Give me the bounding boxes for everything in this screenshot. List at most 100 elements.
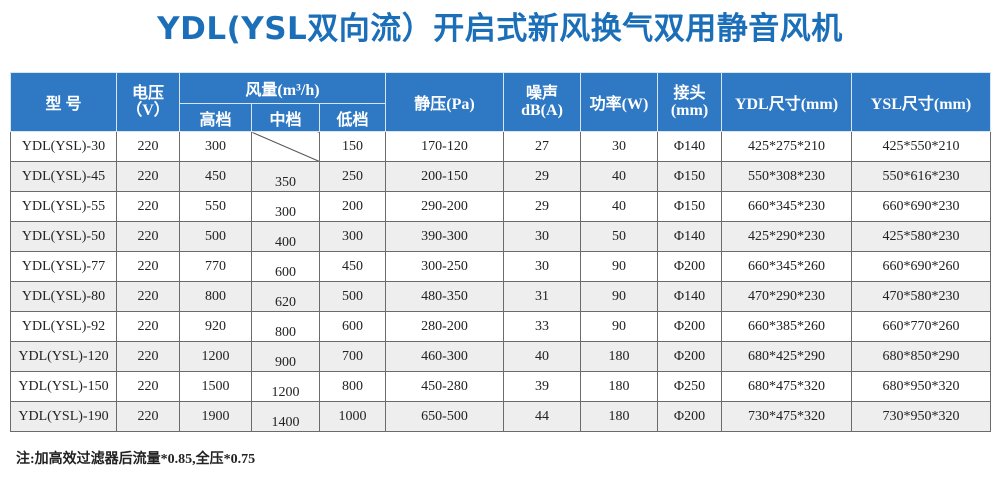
low-airflow-cell: 300	[319, 221, 386, 252]
low-airflow-cell: 700	[319, 341, 386, 372]
medium-airflow-cell	[251, 131, 320, 162]
header-noise: 噪声 dB(A)	[503, 72, 581, 132]
table-row: YDL(YSL)-77 220 770 600 450 300-250 30 90 Φ200 66…	[10, 251, 991, 282]
power-cell: 50	[580, 221, 658, 252]
static-pressure-cell: 300-250	[385, 251, 504, 282]
static-pressure-cell: 200-150	[385, 161, 504, 192]
ysl-size-cell: 680*950*320	[851, 371, 991, 402]
ysl-size-cell: 660*690*260	[851, 251, 991, 282]
static-pressure-cell: 280-200	[385, 311, 504, 342]
high-airflow-cell: 770	[179, 251, 252, 282]
joint-cell: Φ140	[657, 281, 722, 312]
high-airflow-cell: 1500	[179, 371, 252, 402]
model-cell: YDL(YSL)-92	[10, 311, 117, 342]
noise-cell: 29	[503, 161, 581, 192]
table-body: YDL(YSL)-30 220 300 150 170-120 27 30 Φ140 425*2…	[10, 131, 991, 432]
medium-airflow-cell: 620	[251, 281, 320, 312]
ydl-size-cell: 660*345*260	[721, 251, 852, 282]
ysl-size-cell: 550*616*230	[851, 161, 991, 192]
power-cell: 30	[580, 131, 658, 162]
model-cell: YDL(YSL)-120	[10, 341, 117, 372]
power-cell: 90	[580, 281, 658, 312]
low-airflow-cell: 150	[319, 131, 386, 162]
medium-airflow-cell: 300	[251, 191, 320, 222]
table-row: YDL(YSL)-30 220 300 150 170-120 27 30 Φ140 425*2…	[10, 131, 991, 162]
joint-cell: Φ140	[657, 221, 722, 252]
header-airflow: 风量(m³/h)	[179, 72, 386, 104]
voltage-cell: 220	[116, 281, 180, 312]
joint-cell: Φ200	[657, 251, 722, 282]
medium-airflow-cell: 1200	[251, 371, 320, 402]
model-cell: YDL(YSL)-30	[10, 131, 117, 162]
table-row: YDL(YSL)-120 220 1200 900 700 460-300 40 180 Φ20…	[10, 341, 991, 372]
header-model: 型 号	[10, 72, 117, 132]
voltage-cell: 220	[116, 191, 180, 222]
joint-cell: Φ150	[657, 191, 722, 222]
model-cell: YDL(YSL)-150	[10, 371, 117, 402]
noise-cell: 44	[503, 401, 581, 432]
noise-cell: 31	[503, 281, 581, 312]
spec-table: 型 号 电压 （V） 风量(m³/h) 静压(Pa) 噪声 dB(A) 功率(W…	[10, 72, 991, 432]
static-pressure-cell: 650-500	[385, 401, 504, 432]
high-airflow-cell: 800	[179, 281, 252, 312]
power-cell: 180	[580, 401, 658, 432]
static-pressure-cell: 390-300	[385, 221, 504, 252]
noise-cell: 33	[503, 311, 581, 342]
medium-airflow-cell: 900	[251, 341, 320, 372]
medium-airflow-cell: 1400	[251, 401, 320, 432]
header-static-pressure: 静压(Pa)	[385, 72, 504, 132]
power-cell: 180	[580, 371, 658, 402]
static-pressure-cell: 460-300	[385, 341, 504, 372]
noise-cell: 30	[503, 251, 581, 282]
header-power: 功率(W)	[580, 72, 658, 132]
low-airflow-cell: 250	[319, 161, 386, 192]
table-row: YDL(YSL)-45 220 450 350 250 200-150 29 40 Φ150 55…	[10, 161, 991, 192]
header-low: 低档	[319, 103, 386, 132]
table-row: YDL(YSL)-92 220 920 800 600 280-200 33 90 Φ200 66…	[10, 311, 991, 342]
static-pressure-cell: 480-350	[385, 281, 504, 312]
voltage-cell: 220	[116, 311, 180, 342]
header-high: 高档	[179, 103, 252, 132]
ysl-size-cell: 425*550*210	[851, 131, 991, 162]
table-row: YDL(YSL)-50 220 500 400 300 390-300 30 50 Φ140 42…	[10, 221, 991, 252]
header-voltage-text: 电压 （V）	[126, 85, 170, 119]
voltage-cell: 220	[116, 131, 180, 162]
high-airflow-cell: 1900	[179, 401, 252, 432]
joint-cell: Φ200	[657, 401, 722, 432]
header-ydl-size: YDL尺寸(mm)	[721, 72, 852, 132]
high-airflow-cell: 550	[179, 191, 252, 222]
ydl-size-cell: 425*290*230	[721, 221, 852, 252]
power-cell: 180	[580, 341, 658, 372]
ydl-size-cell: 680*475*320	[721, 371, 852, 402]
power-cell: 40	[580, 161, 658, 192]
table-row: YDL(YSL)-190 220 1900 1400 1000 650-500 44 180 Φ…	[10, 401, 991, 432]
voltage-cell: 220	[116, 161, 180, 192]
table-row: YDL(YSL)-55 220 550 300 200 290-200 29 40 Φ150 66…	[10, 191, 991, 222]
noise-cell: 39	[503, 371, 581, 402]
power-cell: 90	[580, 311, 658, 342]
noise-cell: 29	[503, 191, 581, 222]
model-cell: YDL(YSL)-50	[10, 221, 117, 252]
model-cell: YDL(YSL)-190	[10, 401, 117, 432]
header-joint: 接头 (mm)	[657, 72, 722, 132]
low-airflow-cell: 1000	[319, 401, 386, 432]
header-voltage: 电压 （V）	[116, 72, 180, 132]
ydl-size-cell: 660*345*230	[721, 191, 852, 222]
ydl-size-cell: 425*275*210	[721, 131, 852, 162]
joint-cell: Φ150	[657, 161, 722, 192]
low-airflow-cell: 450	[319, 251, 386, 282]
power-cell: 90	[580, 251, 658, 282]
low-airflow-cell: 200	[319, 191, 386, 222]
high-airflow-cell: 920	[179, 311, 252, 342]
joint-cell: Φ200	[657, 311, 722, 342]
high-airflow-cell: 450	[179, 161, 252, 192]
page-title: YDL(YSL双向流）开启式新风换气双用静音风机	[157, 11, 843, 47]
low-airflow-cell: 500	[319, 281, 386, 312]
medium-airflow-cell: 600	[251, 251, 320, 282]
table-row: YDL(YSL)-80 220 800 620 500 480-350 31 90 Φ140 47…	[10, 281, 991, 312]
ysl-size-cell: 470*580*230	[851, 281, 991, 312]
header-ysl-size: YSL尺寸(mm)	[851, 72, 991, 132]
noise-cell: 40	[503, 341, 581, 372]
ydl-size-cell: 730*475*320	[721, 401, 852, 432]
power-cell: 40	[580, 191, 658, 222]
